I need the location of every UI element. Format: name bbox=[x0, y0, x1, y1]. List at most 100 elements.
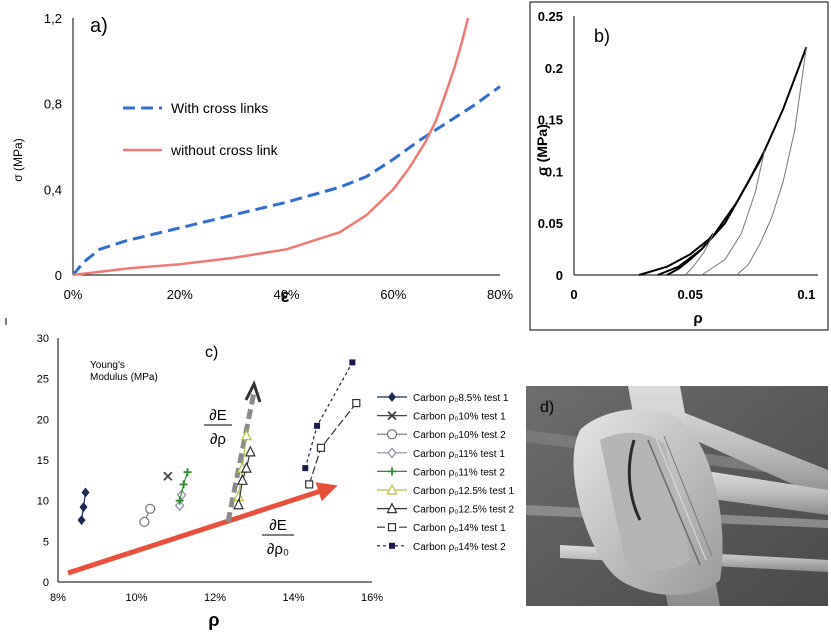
panel-c-series-8 bbox=[302, 359, 356, 472]
panel-a-series-with-cross-links bbox=[71, 85, 501, 276]
panel-c-data-point bbox=[240, 461, 252, 473]
panel-c-series-line bbox=[308, 402, 357, 485]
panel-c-label: c) bbox=[205, 344, 218, 361]
legend-entry-label: Carbon ρ₀10% test 2 bbox=[413, 430, 506, 441]
panel-b-curve-5 bbox=[685, 233, 714, 276]
panel-a-y-tick: 0,4 bbox=[44, 182, 62, 197]
panel-c-y-tick: 20 bbox=[37, 414, 49, 426]
sem-image bbox=[526, 386, 828, 606]
legend-entry-label: Carbon ρ₀8.5% test 1 bbox=[413, 393, 509, 404]
drho0-arrow bbox=[67, 482, 338, 576]
legend-marker bbox=[386, 429, 398, 440]
panel-c-legend: Carbon ρ₀8.5% test 1 Carbon ρ₀10% test 1 C… bbox=[377, 392, 514, 553]
legend-entry-label: Carbon ρ₀12.5% test 2 bbox=[413, 505, 514, 516]
drho-arrow bbox=[225, 391, 257, 523]
legend-marker bbox=[387, 523, 397, 532]
legend-entry-label: Carbon ρ₀14% test 2 bbox=[413, 542, 506, 553]
panel-b-x-label: ρ bbox=[693, 310, 702, 327]
panel-b-curve-3 bbox=[701, 150, 766, 276]
panel-c-data-point bbox=[352, 398, 361, 408]
panel-a-x-tick: 60% bbox=[380, 287, 406, 302]
panel-c-y-tick: 15 bbox=[37, 455, 49, 467]
panel-a-series bbox=[71, 17, 501, 277]
legend-marker bbox=[387, 410, 397, 421]
panel-c-y-tick: 25 bbox=[37, 374, 49, 386]
panel-b-y-ticks: 0 0.05 0.1 0.15 0.2 0.25 bbox=[538, 9, 563, 283]
panel-d: d) bbox=[526, 386, 828, 606]
panel-b-series bbox=[638, 46, 808, 276]
panel-c: c) Young's Modulus (MPa) 0 5 10 15 20 25 30 8%… bbox=[37, 333, 515, 630]
panel-c-x-tick: 8% bbox=[50, 592, 66, 604]
panel-c-series-0 bbox=[77, 487, 90, 526]
panel-c-y-tick: 10 bbox=[37, 496, 49, 508]
panel-b-y-tick: 0.15 bbox=[538, 113, 563, 128]
panel-a-y-label: σ (MPa) bbox=[11, 138, 25, 181]
panel-c-data-point bbox=[244, 445, 256, 457]
panel-b-curve-2 bbox=[657, 150, 766, 276]
panel-b-y-tick: 0.1 bbox=[545, 164, 563, 179]
panel-c-y-ticks: 0 5 10 15 20 25 30 bbox=[37, 333, 49, 589]
panel-c-x-tick: 16% bbox=[361, 592, 383, 604]
annotation-de-num-1: ∂E bbox=[209, 407, 226, 424]
panel-b-x-tick: 0.05 bbox=[678, 287, 703, 302]
panel-a-x-tick: 20% bbox=[167, 287, 193, 302]
panel-a-x-ticks: 0% 20% 40% 60% 80% bbox=[64, 287, 514, 302]
legend-label-without-cross-link: without cross link bbox=[170, 142, 279, 158]
panel-a-legend: With cross links without cross link bbox=[123, 100, 279, 158]
legend-marker bbox=[389, 542, 395, 549]
panel-c-data-point bbox=[237, 473, 248, 485]
panel-c-series-4 bbox=[175, 468, 192, 505]
panel-a-y-tick: 1,2 bbox=[44, 11, 62, 26]
panel-a-y-tick: 0,8 bbox=[44, 97, 62, 112]
legend-marker bbox=[386, 483, 398, 495]
panel-c-title-line2: Modulus (MPa) bbox=[90, 372, 158, 383]
panel-c-data-point bbox=[139, 516, 150, 527]
panel-c-x-tick: 12% bbox=[204, 592, 226, 604]
panel-c-data-point bbox=[79, 502, 88, 513]
panel-b-label: b) bbox=[594, 26, 610, 46]
legend-marker bbox=[388, 392, 396, 402]
panel-b-y-tick: 0.25 bbox=[538, 9, 563, 24]
legend-entry-label: Carbon ρ₀14% test 1 bbox=[413, 523, 506, 534]
panel-a-x-tick: 0% bbox=[64, 287, 83, 302]
panel-a-y-tick: 0 bbox=[55, 268, 62, 283]
annotation-de-den-2: ∂ρ₀ bbox=[267, 541, 289, 558]
panel-c-data-point bbox=[305, 480, 314, 489]
panel-c-series-6 bbox=[233, 445, 256, 510]
panel-b-y-label: σ (MPa) bbox=[534, 124, 550, 176]
panel-c-series-line bbox=[237, 451, 251, 505]
panel-c-title-line1: Young's bbox=[90, 360, 125, 371]
legend-entry-label: Carbon ρ₀11% test 2 bbox=[413, 467, 505, 478]
panel-c-series bbox=[77, 359, 361, 527]
panel-c-x-ticks: 8% 10% 12% 14% 16% bbox=[50, 592, 383, 604]
panel-b-y-tick: 0.05 bbox=[538, 216, 563, 231]
panel-c-data-point bbox=[77, 515, 86, 526]
panel-c-data-point bbox=[163, 471, 173, 481]
legend-marker bbox=[387, 447, 397, 459]
annotation-de-den-1: ∂ρ bbox=[210, 431, 226, 448]
panel-a: a) 0 0,4 0,8 1,2 0% 20% 40% 60% 80% σ (MPa) ε W… bbox=[5, 11, 514, 325]
panel-c-y-tick: 30 bbox=[37, 333, 49, 345]
panel-c-y-tick: 5 bbox=[43, 536, 49, 548]
panel-c-data-point bbox=[233, 498, 245, 510]
panel-a-label: a) bbox=[90, 15, 108, 37]
panel-d-label: d) bbox=[540, 399, 554, 416]
panel-a-x-tick: 80% bbox=[487, 287, 513, 302]
legend-entry-label: Carbon ρ₀11% test 1 bbox=[413, 449, 505, 460]
panel-c-data-point bbox=[183, 468, 192, 477]
panel-c-series-2 bbox=[139, 503, 156, 527]
panel-c-series-7 bbox=[305, 398, 361, 489]
panel-b-frame bbox=[529, 1, 829, 331]
panel-c-x-label: ρ bbox=[208, 610, 219, 630]
panel-c-data-point bbox=[240, 429, 252, 441]
panel-c-series-line bbox=[304, 362, 353, 469]
panel-c-data-point bbox=[179, 480, 188, 489]
panel-b-curve-4 bbox=[666, 233, 715, 276]
panel-c-data-point bbox=[316, 443, 326, 452]
legend-entry-label: Carbon ρ₀12.5% test 1 bbox=[413, 486, 514, 497]
panel-b-curve-1 bbox=[736, 47, 807, 276]
panel-c-data-point bbox=[174, 500, 185, 511]
panel-c-data-point bbox=[349, 359, 356, 366]
panel-b-y-tick: 0 bbox=[556, 268, 563, 283]
drho-arrowhead bbox=[244, 380, 262, 403]
